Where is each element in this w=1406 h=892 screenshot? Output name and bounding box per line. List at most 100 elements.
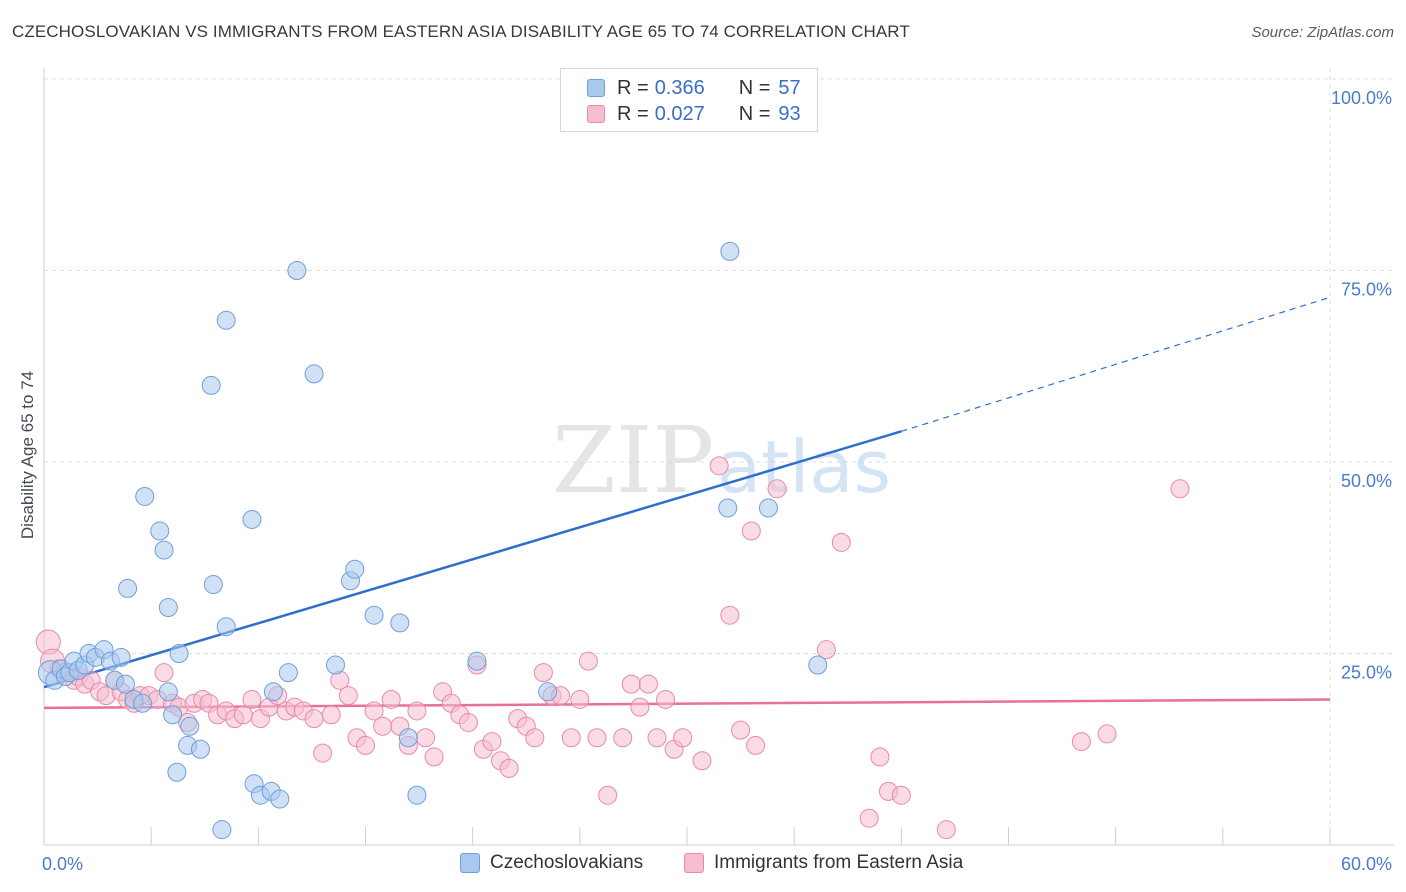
data-point-eastern-asia xyxy=(321,705,341,725)
data-point-eastern-asia xyxy=(598,785,618,805)
data-point-czechoslovakians xyxy=(169,644,189,663)
data-point-eastern-asia xyxy=(154,663,174,683)
data-points xyxy=(35,69,1190,840)
y-axis-label: Disability Age 65 to 74 xyxy=(18,371,37,539)
data-point-eastern-asia xyxy=(709,456,729,476)
data-point-eastern-asia xyxy=(1170,479,1190,499)
data-point-eastern-asia xyxy=(731,720,751,740)
watermark-zip: ZIP xyxy=(552,407,714,514)
y-tick-label: 50.0% xyxy=(1341,471,1392,491)
trend-line-czechoslovakians-extension xyxy=(901,296,1331,432)
data-point-eastern-asia xyxy=(525,728,545,748)
data-point-eastern-asia xyxy=(673,728,693,748)
data-point-czechoslovakians xyxy=(364,605,384,625)
data-point-czechoslovakians xyxy=(216,310,236,330)
data-point-czechoslovakians xyxy=(808,655,828,675)
data-point-eastern-asia xyxy=(381,689,401,709)
data-point-czechoslovakians xyxy=(167,762,187,782)
legend-swatch-blue xyxy=(460,853,480,873)
data-point-czechoslovakians xyxy=(203,575,223,595)
data-point-eastern-asia xyxy=(356,735,375,755)
data-point-eastern-asia xyxy=(1097,724,1117,744)
data-point-czechoslovakians xyxy=(390,613,410,633)
data-point-czechoslovakians xyxy=(304,364,324,384)
data-point-eastern-asia xyxy=(242,689,262,709)
data-point-eastern-asia xyxy=(746,735,766,755)
y-tick-label: 75.0% xyxy=(1341,280,1392,300)
data-point-czechoslovakians xyxy=(242,509,262,529)
chart-title: CZECHOSLOVAKIAN VS IMMIGRANTS FROM EASTE… xyxy=(12,22,910,41)
data-point-czechoslovakians xyxy=(216,617,236,637)
data-point-czechoslovakians xyxy=(345,559,365,579)
data-point-eastern-asia xyxy=(424,747,444,767)
data-point-czechoslovakians xyxy=(467,651,487,671)
data-point-eastern-asia xyxy=(741,521,761,541)
data-point-eastern-asia xyxy=(364,701,384,721)
legend-n-label: N = xyxy=(738,76,771,99)
tick-labels: 25.0% 50.0% 75.0% 100.0% 0.0% 60.0% xyxy=(42,88,1392,874)
data-point-eastern-asia xyxy=(304,709,324,729)
data-point-eastern-asia xyxy=(816,640,836,660)
data-point-eastern-asia xyxy=(859,808,879,828)
data-point-czechoslovakians xyxy=(190,739,210,759)
legend-series-label: Immigrants from Eastern Asia xyxy=(714,852,964,873)
data-point-eastern-asia xyxy=(647,728,667,748)
data-point-czechoslovakians xyxy=(758,498,778,518)
data-point-eastern-asia xyxy=(499,758,519,778)
data-point-czechoslovakians xyxy=(150,521,170,541)
data-point-czechoslovakians xyxy=(538,682,558,702)
data-point-eastern-asia xyxy=(692,751,712,771)
legend-n-label: N = xyxy=(738,102,771,125)
data-point-czechoslovakians xyxy=(407,785,427,805)
data-point-eastern-asia xyxy=(870,747,890,767)
data-point-czechoslovakians xyxy=(212,820,232,840)
data-point-eastern-asia xyxy=(720,605,740,625)
y-tick-label: 25.0% xyxy=(1341,663,1392,683)
data-point-czechoslovakians xyxy=(135,486,155,506)
data-point-czechoslovakians xyxy=(325,655,345,675)
data-point-eastern-asia xyxy=(533,663,553,683)
legend-n-value: 93 xyxy=(778,102,801,125)
data-point-eastern-asia xyxy=(407,701,427,721)
data-point-eastern-asia xyxy=(936,820,956,840)
data-point-czechoslovakians xyxy=(115,674,135,694)
legend-series-label: Czechoslovakians xyxy=(490,852,644,873)
legend-r-value: 0.366 xyxy=(654,76,705,99)
data-point-czechoslovakians xyxy=(180,716,200,736)
data-point-eastern-asia xyxy=(767,479,787,499)
data-point-czechoslovakians xyxy=(133,693,153,713)
data-point-czechoslovakians xyxy=(720,241,740,261)
data-point-eastern-asia xyxy=(656,689,676,709)
data-point-eastern-asia xyxy=(561,728,581,748)
watermark-atlas: atlas xyxy=(717,425,891,509)
data-point-czechoslovakians xyxy=(118,578,138,598)
data-point-czechoslovakians xyxy=(163,705,183,725)
data-point-czechoslovakians xyxy=(718,498,738,518)
bottom-legend-czechoslovakians: Czechoslovakians xyxy=(460,852,643,874)
trend-lines xyxy=(43,296,1331,710)
data-point-eastern-asia xyxy=(458,712,478,732)
legend-r-label: R = xyxy=(617,76,649,99)
legend-r-value: 0.027 xyxy=(654,102,705,125)
data-point-czechoslovakians xyxy=(270,789,290,809)
data-point-eastern-asia xyxy=(587,728,607,748)
data-point-eastern-asia xyxy=(570,689,590,709)
bottom-legend: Czechoslovakians Immigrants from Eastern… xyxy=(0,852,1406,878)
data-point-czechoslovakians xyxy=(398,728,418,748)
data-point-eastern-asia xyxy=(416,728,436,748)
data-point-eastern-asia xyxy=(891,785,911,805)
data-point-eastern-asia xyxy=(313,743,333,763)
legend-row-czechoslovakians: R = 0.366 N = 57 xyxy=(587,75,801,101)
x-tick-label: 60.0% xyxy=(1341,854,1392,874)
legend-swatch-pink xyxy=(587,105,605,123)
trend-line-czechoslovakians xyxy=(43,430,902,689)
data-point-czechoslovakians xyxy=(111,647,131,667)
legend-r-label: R = xyxy=(617,102,649,125)
data-point-czechoslovakians xyxy=(201,375,221,395)
data-point-eastern-asia xyxy=(482,732,502,752)
data-point-eastern-asia xyxy=(621,674,641,694)
data-point-czechoslovakians xyxy=(154,540,174,560)
data-point-czechoslovakians xyxy=(278,663,298,683)
bottom-legend-eastern-asia: Immigrants from Eastern Asia xyxy=(684,852,963,874)
